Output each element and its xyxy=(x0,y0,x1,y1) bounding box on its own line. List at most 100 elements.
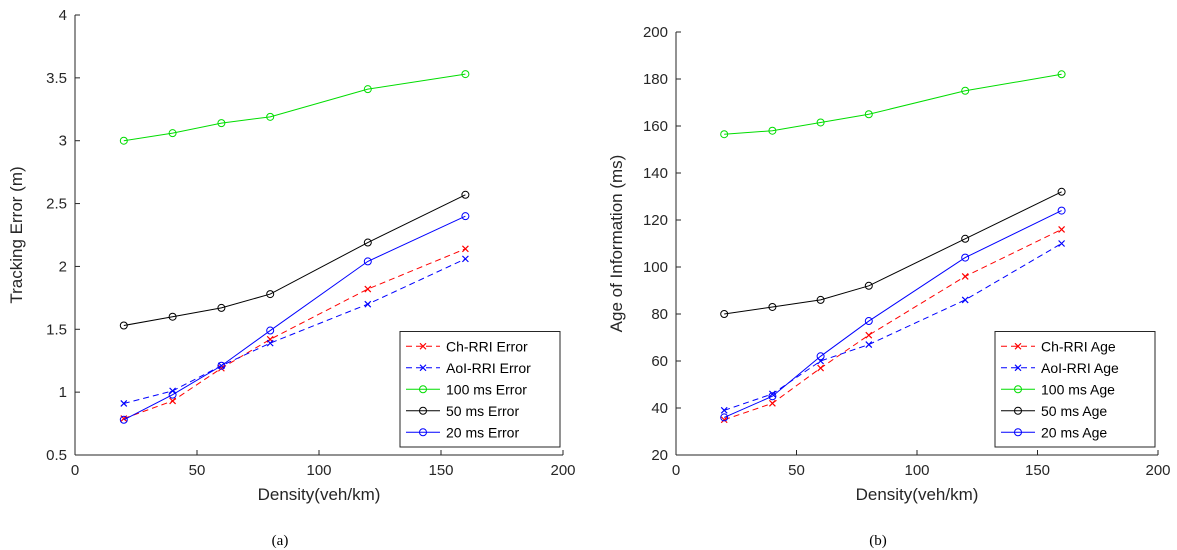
data-point xyxy=(266,339,274,347)
data-point xyxy=(168,390,177,399)
series-line xyxy=(724,191,1062,315)
y-tick-label: 1.5 xyxy=(46,321,67,338)
legend-label: 50 ms Age xyxy=(1041,403,1107,419)
data-point xyxy=(363,238,372,247)
legend-label: Ch-RRI Age xyxy=(1041,338,1116,354)
data-point xyxy=(1058,225,1066,233)
y-tick-label: 120 xyxy=(643,212,668,229)
legend: Ch-RRI Error AoI-RRI Error 100 ms Error 50 … xyxy=(399,331,561,448)
legend-label: 20 ms Error xyxy=(446,424,519,440)
data-point xyxy=(720,130,729,139)
y-tick-label: 60 xyxy=(651,353,668,370)
data-point xyxy=(461,255,469,263)
data-point xyxy=(961,272,969,280)
subfigure-caption: (b) xyxy=(869,533,887,549)
data-point xyxy=(865,331,873,339)
series-aoi-rri-age xyxy=(720,240,1066,414)
y-tick-label: 80 xyxy=(651,306,668,323)
series-line xyxy=(123,73,466,142)
data-point xyxy=(364,285,372,293)
legend-marker xyxy=(419,406,427,415)
legend-marker xyxy=(1014,428,1022,437)
x-tick-label: 0 xyxy=(672,462,680,479)
chart-b: 0 50 100 150 200 20 40 60 80 100 120 140 160 180 200 De… xyxy=(607,24,1171,549)
data-point xyxy=(961,86,970,95)
y-tick-label: 180 xyxy=(643,71,668,88)
data-point xyxy=(816,295,825,304)
data-point xyxy=(461,190,470,199)
y-tick-label: 1 xyxy=(59,384,67,401)
x-tick-label: 150 xyxy=(1025,462,1050,479)
series-20-ms-error xyxy=(119,212,470,424)
legend: Ch-RRI Age AoI-RRI Age 100 ms Age 50 ms Age… xyxy=(994,331,1156,448)
series-line xyxy=(723,210,1062,418)
y-tick-label: 0.5 xyxy=(46,447,67,464)
chart-a: 0 50 100 150 200 0.5 1 1.5 2 2.5 3 3.5 4 Density(veh/… xyxy=(7,7,576,549)
series-line xyxy=(123,194,466,327)
data-point xyxy=(720,406,728,414)
y-axis-label: Age of Information (ms) xyxy=(607,155,626,333)
data-point xyxy=(1057,206,1066,215)
data-point xyxy=(864,110,873,119)
x-tick-label: 200 xyxy=(1145,462,1170,479)
data-point xyxy=(119,415,128,424)
data-point xyxy=(1058,240,1066,247)
data-point xyxy=(865,341,873,348)
y-tick-label: 140 xyxy=(643,165,668,182)
data-point xyxy=(266,326,275,335)
legend-label: 20 ms Age xyxy=(1041,424,1107,440)
x-tick-label: 50 xyxy=(788,462,805,479)
series-20-ms-age xyxy=(720,206,1066,422)
x-tick-label: 0 xyxy=(71,462,79,479)
x-tick-label: 100 xyxy=(904,462,929,479)
data-point xyxy=(817,364,825,372)
series-line xyxy=(724,228,1062,421)
series-100-ms-age xyxy=(720,70,1066,139)
data-point xyxy=(816,118,825,127)
series-line xyxy=(123,258,466,404)
legend-label: AoI-RRI Age xyxy=(1041,360,1119,376)
x-tick-label: 50 xyxy=(189,462,206,479)
data-point xyxy=(168,312,177,321)
y-tick-label: 3.5 xyxy=(46,70,67,87)
data-point xyxy=(816,352,825,361)
data-point xyxy=(1057,187,1066,196)
y-tick-label: 40 xyxy=(651,400,668,417)
y-tick-label: 2 xyxy=(59,258,67,275)
subfigure-caption: (a) xyxy=(272,533,289,549)
data-point xyxy=(169,397,177,405)
x-axis-label: Density(veh/km) xyxy=(856,485,979,504)
y-tick-label: 4 xyxy=(59,7,67,24)
y-tick-label: 200 xyxy=(643,24,668,41)
y-tick-label: 160 xyxy=(643,118,668,135)
data-point xyxy=(120,400,128,407)
y-axis-label: Tracking Error (m) xyxy=(7,166,26,303)
x-tick-label: 150 xyxy=(428,462,453,479)
legend-marker xyxy=(419,428,427,437)
data-point xyxy=(961,253,970,262)
data-point xyxy=(864,317,873,326)
y-tick-label: 2.5 xyxy=(46,196,67,213)
data-point xyxy=(720,416,728,424)
data-point xyxy=(363,257,372,266)
data-point xyxy=(168,129,177,138)
data-point xyxy=(461,245,469,253)
legend-marker xyxy=(1014,364,1022,372)
data-point xyxy=(119,136,128,145)
x-tick-label: 200 xyxy=(550,462,575,479)
x-tick-label: 100 xyxy=(306,462,331,479)
data-point xyxy=(461,212,470,221)
legend-marker xyxy=(419,385,427,394)
legend-label: 100 ms Error xyxy=(446,381,527,397)
data-point xyxy=(364,300,372,308)
data-point xyxy=(363,85,372,94)
data-point xyxy=(768,126,777,135)
data-point xyxy=(217,303,226,312)
data-point xyxy=(461,70,470,79)
legend-marker xyxy=(419,364,427,372)
legend-marker xyxy=(1014,342,1022,350)
data-point xyxy=(961,234,970,243)
series-50-ms-age xyxy=(720,187,1066,318)
x-axis-label: Density(veh/km) xyxy=(258,485,381,504)
